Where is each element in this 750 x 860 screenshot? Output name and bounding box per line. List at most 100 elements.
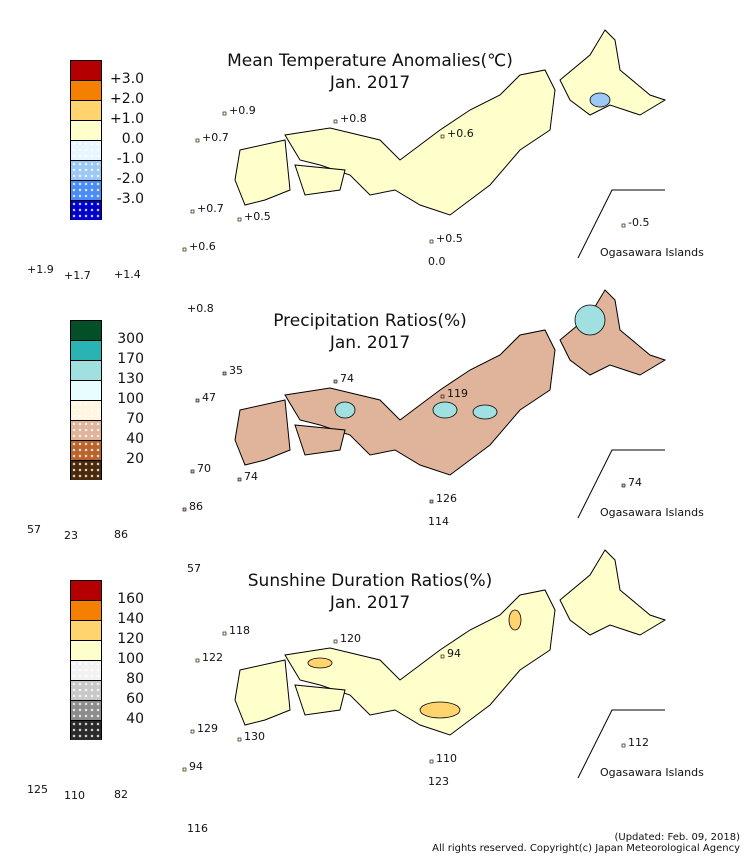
legend-label: 300 bbox=[117, 331, 144, 347]
legend-label: 70 bbox=[126, 411, 144, 427]
legend-label: 140 bbox=[117, 611, 144, 627]
legend-swatch bbox=[70, 60, 102, 80]
station-value: 130 bbox=[244, 730, 265, 743]
island-marker bbox=[190, 209, 195, 214]
legend-label: 130 bbox=[117, 371, 144, 387]
map-title: Mean Temperature Anomalies(℃) bbox=[227, 51, 513, 71]
station-value: 123 bbox=[428, 775, 449, 788]
station-value: 82 bbox=[114, 788, 128, 801]
map-subtitle: Jan. 2017 bbox=[329, 593, 411, 613]
legend-swatch bbox=[70, 460, 102, 480]
island-marker bbox=[190, 469, 195, 474]
legend-label: -3.0 bbox=[116, 191, 144, 207]
island-marker bbox=[429, 239, 434, 244]
island-marker bbox=[237, 477, 242, 482]
legend-label: 20 bbox=[126, 451, 144, 467]
anomaly-region bbox=[472, 404, 498, 420]
island-marker bbox=[621, 743, 626, 748]
station-value: +0.8 bbox=[187, 302, 214, 315]
island-marker bbox=[237, 217, 242, 222]
island-marker bbox=[440, 394, 445, 399]
anomaly-region bbox=[334, 401, 356, 419]
station-value: +0.8 bbox=[340, 112, 367, 125]
inset-border bbox=[577, 189, 665, 259]
island-marker bbox=[440, 654, 445, 659]
temperature-map-panel: Mean Temperature Anomalies(℃) Jan. 2017 +3… bbox=[0, 0, 750, 315]
station-value: 116 bbox=[187, 822, 208, 835]
map-title: Precipitation Ratios(%) bbox=[273, 311, 467, 331]
island-honshu bbox=[284, 69, 556, 216]
island-shikoku bbox=[294, 424, 346, 456]
station-value: 120 bbox=[340, 632, 361, 645]
station-value: 57 bbox=[27, 523, 41, 536]
legend-swatch bbox=[70, 660, 102, 680]
island-marker bbox=[222, 371, 227, 376]
legend-label: 100 bbox=[117, 651, 144, 667]
island-marker bbox=[195, 138, 200, 143]
legend-label: 120 bbox=[117, 631, 144, 647]
island-marker bbox=[190, 729, 195, 734]
station-value: 23 bbox=[64, 529, 78, 542]
map-title: Sunshine Duration Ratios(%) bbox=[247, 571, 493, 591]
station-value: +0.5 bbox=[244, 210, 271, 223]
island-honshu bbox=[284, 329, 556, 476]
legend-swatch bbox=[70, 100, 102, 120]
legend-label: +1.0 bbox=[110, 111, 144, 127]
legend-label: 40 bbox=[126, 711, 144, 727]
precipitation-legend: 300 170 130 100 70 40 20 bbox=[70, 320, 144, 480]
temperature-legend: +3.0 +2.0 +1.0 0.0 -1.0 -2.0 -3.0 bbox=[70, 60, 144, 220]
anomaly-region bbox=[307, 657, 333, 669]
legend-label: +3.0 bbox=[110, 71, 144, 87]
legend-label: +2.0 bbox=[110, 91, 144, 107]
legend-swatch bbox=[70, 320, 102, 340]
island-marker bbox=[621, 483, 626, 488]
legend-label: 170 bbox=[117, 351, 144, 367]
island-shikoku bbox=[294, 164, 346, 196]
station-value: -0.5 bbox=[628, 216, 650, 229]
station-value: 112 bbox=[628, 736, 649, 749]
title-block: Precipitation Ratios(%) Jan. 2017 bbox=[180, 310, 560, 354]
temperature-map bbox=[182, 29, 667, 259]
legend-swatch bbox=[70, 120, 102, 140]
anomaly-region bbox=[419, 701, 461, 719]
inset-border bbox=[577, 449, 665, 519]
station-value: 74 bbox=[340, 372, 354, 385]
station-value: 110 bbox=[64, 789, 85, 802]
legend-swatch bbox=[70, 720, 102, 740]
station-value: 74 bbox=[244, 470, 258, 483]
island-marker bbox=[222, 631, 227, 636]
island-marker bbox=[333, 639, 338, 644]
legend-label: 80 bbox=[126, 671, 144, 687]
island-kyushu bbox=[234, 399, 291, 466]
ogasawara-label: Ogasawara Islands bbox=[600, 766, 704, 779]
island-marker bbox=[182, 767, 187, 772]
legend-swatch bbox=[70, 80, 102, 100]
station-value: 70 bbox=[197, 462, 211, 475]
station-value: 126 bbox=[436, 492, 457, 505]
station-value: +0.6 bbox=[189, 240, 216, 253]
station-value: +0.9 bbox=[229, 104, 256, 117]
map-subtitle: Jan. 2017 bbox=[329, 73, 411, 93]
station-value: 86 bbox=[114, 528, 128, 541]
station-value: 94 bbox=[447, 647, 461, 660]
legend-swatch bbox=[70, 140, 102, 160]
station-value: 0.0 bbox=[428, 255, 446, 268]
station-value: 122 bbox=[202, 651, 223, 664]
island-hokkaido bbox=[559, 549, 667, 636]
sunshine-map bbox=[182, 549, 667, 779]
legend-label: -2.0 bbox=[116, 171, 144, 187]
station-value: +0.5 bbox=[436, 232, 463, 245]
station-value: 110 bbox=[436, 752, 457, 765]
station-value: 114 bbox=[428, 515, 449, 528]
legend-label: -1.0 bbox=[116, 151, 144, 167]
ogasawara-label: Ogasawara Islands bbox=[600, 246, 704, 259]
legend-swatch bbox=[70, 400, 102, 420]
legend-swatch bbox=[70, 600, 102, 620]
island-kyushu bbox=[234, 659, 291, 726]
legend-swatch bbox=[70, 580, 102, 600]
station-value: 119 bbox=[447, 387, 468, 400]
legend-label: 0.0 bbox=[121, 131, 144, 147]
map-subtitle: Jan. 2017 bbox=[329, 333, 411, 353]
island-hokkaido bbox=[559, 29, 667, 116]
